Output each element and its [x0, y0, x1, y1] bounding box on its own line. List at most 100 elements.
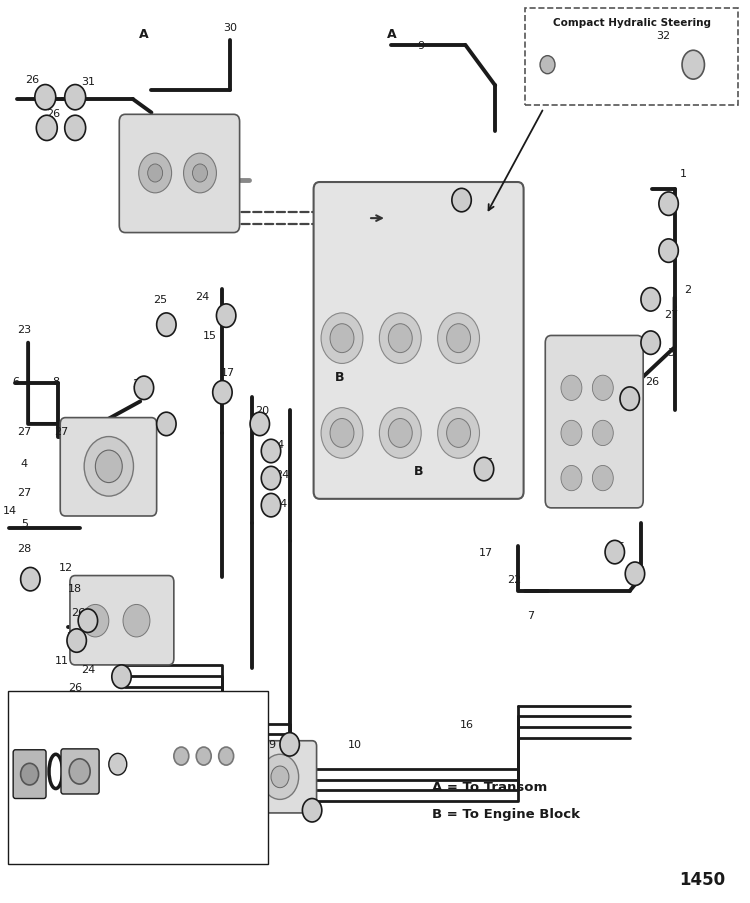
- Circle shape: [561, 466, 582, 491]
- Circle shape: [641, 288, 660, 312]
- Text: 31: 31: [81, 77, 95, 87]
- Circle shape: [321, 408, 363, 459]
- Circle shape: [217, 304, 236, 328]
- Circle shape: [196, 747, 211, 765]
- Text: 26: 26: [25, 75, 39, 85]
- Text: 3: 3: [668, 348, 674, 358]
- Circle shape: [446, 419, 470, 448]
- Circle shape: [388, 324, 412, 353]
- Circle shape: [21, 763, 38, 785]
- Text: 24: 24: [195, 292, 209, 302]
- Circle shape: [446, 324, 470, 353]
- Circle shape: [626, 563, 645, 586]
- Circle shape: [474, 458, 494, 481]
- Circle shape: [280, 733, 299, 756]
- Circle shape: [67, 629, 86, 653]
- Text: 26: 26: [130, 724, 143, 734]
- Text: 5: 5: [21, 518, 28, 528]
- Text: B: B: [414, 465, 424, 478]
- Text: 27: 27: [17, 427, 32, 437]
- Text: 26: 26: [308, 807, 322, 817]
- Text: 24: 24: [81, 665, 95, 675]
- Text: 16: 16: [460, 719, 474, 729]
- Circle shape: [592, 421, 613, 446]
- Circle shape: [139, 154, 172, 193]
- Circle shape: [330, 324, 354, 353]
- Text: 32: 32: [656, 31, 670, 41]
- Text: 24: 24: [275, 469, 290, 479]
- Text: A: A: [387, 28, 397, 41]
- Circle shape: [219, 747, 234, 765]
- Text: B: B: [335, 371, 344, 384]
- Circle shape: [34, 86, 56, 111]
- Text: 28: 28: [17, 544, 32, 554]
- Circle shape: [641, 331, 660, 355]
- Circle shape: [84, 437, 134, 497]
- FancyBboxPatch shape: [119, 116, 239, 233]
- Text: 1450: 1450: [680, 870, 725, 888]
- Text: 25: 25: [283, 771, 297, 781]
- Text: 1: 1: [680, 169, 687, 179]
- Text: 29: 29: [24, 807, 37, 817]
- Circle shape: [452, 189, 471, 212]
- Text: 18: 18: [76, 742, 89, 752]
- Text: 13: 13: [124, 692, 137, 702]
- Circle shape: [148, 164, 163, 182]
- Circle shape: [261, 467, 280, 490]
- Text: 25: 25: [158, 415, 172, 425]
- Text: 4: 4: [21, 458, 28, 469]
- Circle shape: [112, 666, 131, 689]
- Text: 14: 14: [2, 505, 16, 515]
- Text: 25: 25: [611, 541, 626, 551]
- Text: 24: 24: [270, 439, 284, 450]
- Circle shape: [261, 754, 299, 799]
- Circle shape: [95, 451, 122, 483]
- FancyBboxPatch shape: [244, 741, 316, 813]
- Text: 23: 23: [17, 325, 32, 335]
- Text: Compact Hydralic Steering: Compact Hydralic Steering: [553, 18, 710, 28]
- Circle shape: [36, 116, 57, 142]
- Circle shape: [157, 413, 176, 436]
- Circle shape: [438, 408, 479, 459]
- Circle shape: [438, 313, 479, 364]
- Circle shape: [64, 86, 86, 111]
- Circle shape: [246, 798, 266, 822]
- Text: 26: 26: [68, 683, 82, 693]
- Text: 25: 25: [626, 395, 640, 405]
- Text: 26: 26: [479, 457, 494, 468]
- Text: A: A: [140, 28, 148, 41]
- Text: 27: 27: [664, 310, 678, 320]
- Circle shape: [109, 753, 127, 775]
- Circle shape: [658, 192, 678, 216]
- Text: 26: 26: [645, 377, 659, 386]
- Text: 26: 26: [664, 196, 678, 206]
- Circle shape: [184, 154, 217, 193]
- Circle shape: [261, 494, 280, 517]
- Text: 26: 26: [251, 807, 265, 817]
- Bar: [8, 692, 268, 864]
- Circle shape: [302, 798, 322, 822]
- Text: 25: 25: [158, 321, 172, 330]
- Text: A = To Transom: A = To Transom: [432, 780, 547, 794]
- Text: 15: 15: [202, 331, 217, 341]
- FancyBboxPatch shape: [314, 182, 524, 499]
- Text: 19: 19: [262, 740, 277, 749]
- Text: 26: 26: [25, 571, 39, 581]
- Circle shape: [69, 759, 90, 784]
- Text: 26: 26: [106, 737, 119, 747]
- Circle shape: [157, 313, 176, 337]
- Circle shape: [561, 421, 582, 446]
- Circle shape: [134, 377, 154, 400]
- Circle shape: [78, 610, 98, 633]
- Text: 17: 17: [479, 547, 494, 557]
- Text: 27: 27: [17, 487, 32, 497]
- Text: 11: 11: [55, 656, 69, 666]
- Circle shape: [561, 376, 582, 401]
- Text: 25: 25: [132, 379, 146, 389]
- Text: 7: 7: [527, 610, 535, 620]
- Text: 22: 22: [507, 574, 521, 584]
- Circle shape: [540, 57, 555, 75]
- FancyBboxPatch shape: [61, 749, 99, 794]
- Text: 21: 21: [40, 740, 53, 749]
- Text: 8: 8: [53, 377, 59, 386]
